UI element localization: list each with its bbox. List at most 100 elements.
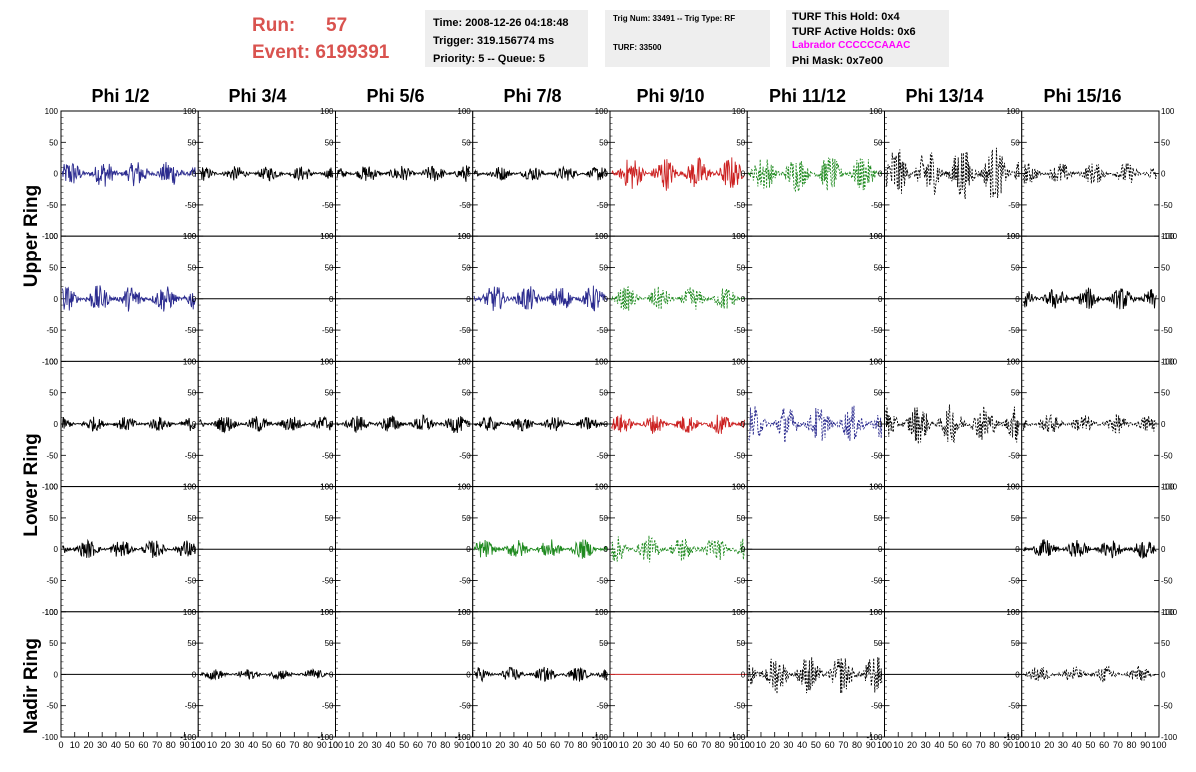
xlabel-r5-c2-0: 0 bbox=[196, 740, 201, 750]
turf-active-holds-text: TURF Active Holds: 0x6 bbox=[792, 25, 916, 38]
ylabel-left-r5-c7-0: 0 bbox=[878, 670, 883, 679]
xlabel-r5-c4-80: 80 bbox=[578, 740, 588, 750]
waveform-r2-c4 bbox=[473, 285, 608, 312]
trig-num-text: Trig Num: 33491 -- Trig Type: RF bbox=[613, 14, 736, 23]
waveform-r4-c8 bbox=[1023, 539, 1157, 560]
ylabel-left-r4-c2-100: 100 bbox=[183, 483, 197, 492]
xlabel-r5-c3-70: 70 bbox=[427, 740, 437, 750]
ylabel-left-r3-c4--50: -50 bbox=[459, 451, 471, 460]
ylabel-right-r4-c8-100: 100 bbox=[1161, 483, 1175, 492]
xlabel-r5-c6-100: 100 bbox=[877, 740, 892, 750]
xlabel-r5-c1-70: 70 bbox=[152, 740, 162, 750]
ylabel-left-r4-c7-0: 0 bbox=[878, 545, 883, 554]
run-event-block: Run: 57 Event: 6199391 bbox=[252, 12, 389, 66]
ylabel-left-r4-c4--50: -50 bbox=[459, 577, 471, 586]
ylabel-left-r4-c2--50: -50 bbox=[185, 577, 197, 586]
ylabel-left-r1-c1-50: 50 bbox=[49, 138, 58, 147]
ylabel-left-r4-c7-100: 100 bbox=[869, 483, 883, 492]
run-label: Run: bbox=[252, 15, 296, 36]
ylabel-left-r2-c6-0: 0 bbox=[741, 295, 746, 304]
xlabel-r5-c6-10: 10 bbox=[756, 740, 766, 750]
ylabel-right-r4-c8-50: 50 bbox=[1161, 514, 1170, 523]
xlabel-r5-c7-0: 0 bbox=[882, 740, 887, 750]
ylabel-left-r2-c2-0: 0 bbox=[192, 295, 197, 304]
xlabel-r5-c1-100: 100 bbox=[191, 740, 206, 750]
xlabel-r5-c2-80: 80 bbox=[303, 740, 313, 750]
ylabel-left-r3-c4-0: 0 bbox=[466, 420, 471, 429]
ylabel-right-r4-c8--50: -50 bbox=[1161, 577, 1173, 586]
xlabel-r5-c8-20: 20 bbox=[1044, 740, 1054, 750]
waveform-r4-c5 bbox=[610, 535, 745, 563]
ylabel-left-r5-c2--50: -50 bbox=[185, 702, 197, 711]
waveform-r1-c3 bbox=[336, 165, 471, 182]
ylabel-left-r5-c7-100: 100 bbox=[869, 608, 883, 617]
ylabel-left-r3-c1-50: 50 bbox=[49, 389, 58, 398]
ylabel-left-r4-c6-100: 100 bbox=[732, 483, 746, 492]
ylabel-left-r4-c5-50: 50 bbox=[599, 514, 608, 523]
waveform-r5-c6 bbox=[748, 657, 883, 694]
ylabel-left-r2-c1-100: 100 bbox=[45, 232, 59, 241]
xlabel-r5-c6-20: 20 bbox=[770, 740, 780, 750]
ylabel-left-r4-c3-100: 100 bbox=[320, 483, 334, 492]
xlabel-r5-c6-90: 90 bbox=[866, 740, 876, 750]
xlabel-r5-c7-20: 20 bbox=[907, 740, 917, 750]
waveform-r1-c6 bbox=[748, 157, 883, 193]
ylabel-left-r3-c1-100: 100 bbox=[45, 357, 59, 366]
ylabel-left-r4-c3-50: 50 bbox=[325, 514, 334, 523]
xlabel-r5-c3-90: 90 bbox=[454, 740, 464, 750]
ylabel-right-r2-c8-50: 50 bbox=[1161, 264, 1170, 273]
ylabel-left-r5-c1--100: -100 bbox=[42, 733, 59, 742]
xlabel-r5-c4-90: 90 bbox=[591, 740, 601, 750]
ylabel-left-r3-c2-100: 100 bbox=[183, 357, 197, 366]
xlabel-r5-c2-90: 90 bbox=[317, 740, 327, 750]
ylabel-left-r3-c3-50: 50 bbox=[325, 389, 334, 398]
ylabel-left-r1-c8-0: 0 bbox=[1015, 170, 1020, 179]
xlabel-r5-c5-10: 10 bbox=[619, 740, 629, 750]
ylabel-left-r3-c1--50: -50 bbox=[46, 451, 58, 460]
ylabel-left-r4-c6-50: 50 bbox=[736, 514, 745, 523]
xlabel-r5-c5-20: 20 bbox=[632, 740, 642, 750]
waveform-r2-c5 bbox=[610, 286, 745, 311]
waveform-r3-c8 bbox=[1022, 413, 1157, 434]
labrador-text: Labrador CCCCCCAAAC bbox=[792, 40, 911, 51]
ylabel-right-r1-c8-100: 100 bbox=[1161, 107, 1175, 116]
phi-header-1: Phi 1/2 bbox=[91, 86, 150, 106]
ylabel-left-r4-c3--50: -50 bbox=[322, 577, 334, 586]
ylabel-left-r1-c3-100: 100 bbox=[320, 107, 334, 116]
ylabel-left-r5-c8--100: -100 bbox=[1004, 733, 1021, 742]
ylabel-right-r4-c8-0: 0 bbox=[1161, 545, 1166, 554]
waveform-r4-c1 bbox=[61, 538, 196, 558]
phi-header-7: Phi 13/14 bbox=[905, 86, 984, 106]
ylabel-left-r3-c7-50: 50 bbox=[874, 389, 883, 398]
xlabel-r5-c1-50: 50 bbox=[125, 740, 135, 750]
ylabel-left-r5-c1--50: -50 bbox=[46, 702, 58, 711]
xlabel-r5-c4-0: 0 bbox=[470, 740, 475, 750]
ylabel-left-r2-c4-50: 50 bbox=[462, 264, 471, 273]
ylabel-left-r5-c5--100: -100 bbox=[592, 733, 609, 742]
ylabel-left-r4-c4-100: 100 bbox=[457, 483, 471, 492]
xlabel-r5-c2-30: 30 bbox=[234, 740, 244, 750]
ylabel-left-r3-c2--50: -50 bbox=[185, 451, 197, 460]
ylabel-left-r1-c2--50: -50 bbox=[185, 201, 197, 210]
ylabel-left-r5-c3--100: -100 bbox=[317, 733, 334, 742]
ylabel-left-r1-c5-0: 0 bbox=[604, 170, 609, 179]
ylabel-right-r5-c8--50: -50 bbox=[1161, 702, 1173, 711]
ylabel-right-r1-c8--100: -100 bbox=[1161, 232, 1178, 241]
ylabel-left-r1-c3-50: 50 bbox=[325, 138, 334, 147]
ylabel-left-r1-c4-0: 0 bbox=[466, 170, 471, 179]
ylabel-left-r1-c3--50: -50 bbox=[322, 201, 334, 210]
ylabel-right-r2-c8-0: 0 bbox=[1161, 295, 1166, 304]
ylabel-left-r5-c3--50: -50 bbox=[322, 702, 334, 711]
ylabel-left-r4-c1--50: -50 bbox=[46, 577, 58, 586]
xlabel-r5-c2-50: 50 bbox=[262, 740, 272, 750]
ylabel-right-r1-c8-50: 50 bbox=[1161, 138, 1170, 147]
ylabel-left-r4-c8-50: 50 bbox=[1011, 514, 1020, 523]
waveform-r1-c8 bbox=[1022, 161, 1157, 184]
ylabel-left-r3-c4-50: 50 bbox=[462, 389, 471, 398]
xlabel-r5-c5-100: 100 bbox=[740, 740, 755, 750]
ylabel-left-r2-c8-0: 0 bbox=[1015, 295, 1020, 304]
xlabel-r5-c2-70: 70 bbox=[289, 740, 299, 750]
ylabel-left-r5-c7-50: 50 bbox=[874, 639, 883, 648]
ylabel-left-r1-c7-50: 50 bbox=[874, 138, 883, 147]
xlabel-r5-c7-100: 100 bbox=[1014, 740, 1029, 750]
